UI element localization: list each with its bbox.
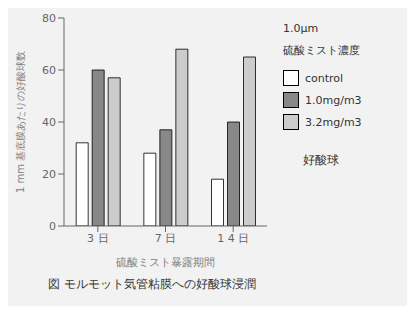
html-text:1.0μm: 1.0μm (283, 22, 319, 35)
html-text:control: control (305, 71, 344, 85)
svg-text:7 日: 7 日 (155, 232, 177, 245)
svg-text:硫酸ミスト暴露期間: 硫酸ミスト暴露期間 (116, 256, 215, 269)
html-text:1.0mg/m3: 1.0mg/m3 (305, 93, 362, 107)
svg-text:3 日: 3 日 (87, 232, 109, 245)
svg-text:40: 40 (42, 116, 56, 129)
html-text:3.2mg/m3: 3.2mg/m3 (305, 115, 362, 129)
svg-text:1 4 日: 1 4 日 (217, 232, 249, 245)
svg-text:1 mm 基底膜あたりの好酸球数: 1 mm 基底膜あたりの好酸球数 (15, 51, 26, 193)
svg-text:20: 20 (42, 168, 56, 181)
svg-text:80: 80 (42, 12, 56, 25)
html-text:硫酸ミスト濃度: 硫酸ミスト濃度 (283, 44, 360, 57)
svg-text:0: 0 (49, 220, 56, 233)
html-text:図 モルモット気管粘膜への好酸球浸潤: 図 モルモット気管粘膜への好酸球浸潤 (48, 277, 256, 291)
html-text:好酸球: 好酸球 (303, 153, 339, 167)
svg-text:60: 60 (42, 64, 56, 77)
